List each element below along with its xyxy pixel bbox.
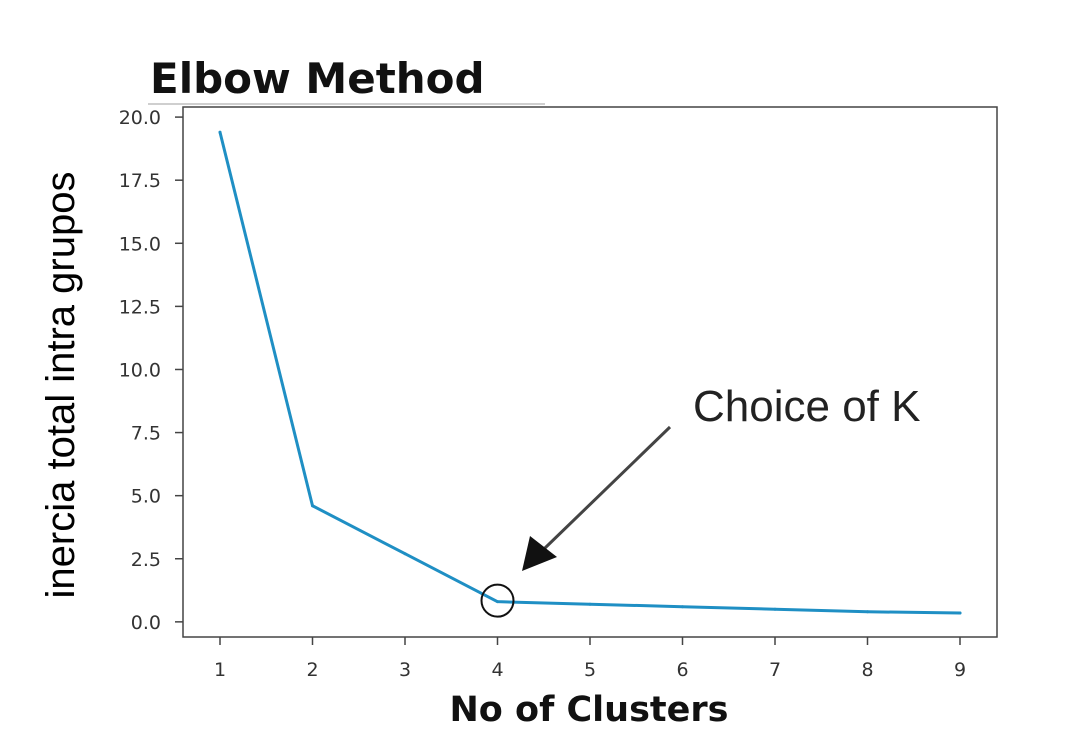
series-layer — [218, 130, 962, 615]
y-tick-label-0: 0.0 — [131, 612, 161, 634]
data-point-1-1 — [218, 130, 222, 134]
x-tick-label-2: 2 — [306, 659, 318, 681]
data-point-1-3 — [403, 552, 407, 556]
x-tick-label-8: 8 — [861, 659, 873, 681]
annotation-arrow-head — [522, 536, 557, 571]
series-line-1 — [218, 130, 962, 615]
y-tick-label-3: 7.5 — [131, 423, 161, 445]
x-tick-label-6: 6 — [676, 659, 688, 681]
y-tick-label-4: 10.0 — [119, 359, 161, 381]
x-tick-label-5: 5 — [584, 659, 596, 681]
data-point-1-6 — [681, 605, 684, 609]
x-ticks: 1 2 3 4 5 6 7 8 9 — [214, 637, 966, 681]
data-point-1-9 — [958, 611, 962, 615]
y-tick-label-1: 2.5 — [131, 549, 161, 571]
y-tick-label-6: 15.0 — [119, 233, 161, 255]
data-point-1-8 — [866, 610, 869, 614]
x-tick-label-3: 3 — [399, 659, 411, 681]
y-tick-label-2: 5.0 — [131, 486, 161, 508]
data-point-1-2 — [311, 504, 314, 508]
x-tick-label-9: 9 — [954, 659, 966, 681]
data-point-1-7 — [773, 607, 777, 611]
data-point-1-5 — [588, 602, 592, 606]
x-axis-label: No of Clusters — [450, 690, 729, 730]
chart-title: Elbow Method — [150, 54, 485, 103]
x-tick-label-1: 1 — [214, 659, 226, 681]
y-tick-label-5: 12.5 — [119, 296, 161, 318]
annotation-label: Choice of K — [693, 382, 920, 431]
x-tick-label-4: 4 — [491, 659, 503, 681]
y-ticks: 0.0 2.5 5.0 7.5 10.0 12.5 15.0 17.5 20.0 — [119, 107, 183, 634]
x-tick-label-7: 7 — [769, 659, 781, 681]
data-point-1-4 — [496, 600, 499, 604]
points-layer — [218, 130, 962, 615]
plot-frame — [182, 106, 998, 638]
y-axis-label: inercia total intra grupos — [39, 172, 83, 599]
annotation-arrow-shaft — [543, 425, 672, 550]
y-tick-label-7: 17.5 — [119, 170, 161, 192]
y-tick-label-8: 20.0 — [119, 107, 161, 129]
choice-marker-circle — [480, 583, 515, 618]
